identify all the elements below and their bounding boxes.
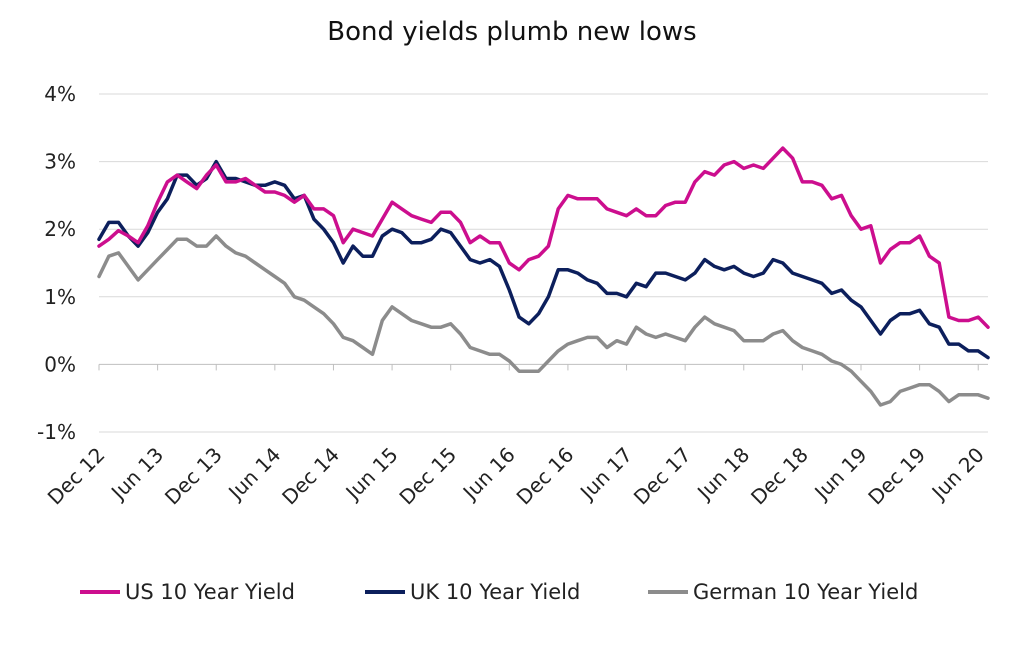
legend-item: UK 10 Year Yield	[365, 580, 580, 604]
series-line-german-10-year-yield	[97, 234, 990, 407]
x-tick-label: Dec 18	[746, 443, 813, 510]
legend-item: German 10 Year Yield	[648, 580, 918, 604]
legend-label: German 10 Year Yield	[693, 580, 918, 604]
y-tick-label: 4%	[44, 82, 76, 106]
y-tick-label: -1%	[37, 420, 76, 444]
x-tick-label: Dec 12	[43, 443, 110, 510]
x-tick-label: Dec 13	[160, 443, 227, 510]
x-tick-label: Jun 13	[105, 443, 168, 506]
y-axis-ticks: -1% 0% 1% 2% 3% 4%	[37, 82, 76, 444]
x-tick-label: Jun 16	[457, 443, 520, 506]
y-tick-label: 0%	[44, 352, 76, 376]
chart-title: Bond yields plumb new lows	[327, 17, 696, 47]
legend-item: US 10 Year Yield	[80, 580, 295, 604]
x-tick-label: Dec 16	[512, 443, 579, 510]
x-tick-label: Dec 17	[629, 443, 696, 510]
x-tick-label: Jun 20	[926, 443, 989, 506]
x-tick-label: Dec 14	[277, 443, 344, 510]
series-lines	[97, 146, 990, 407]
x-tick-label: Jun 14	[222, 443, 285, 506]
y-tick-label: 2%	[44, 217, 76, 241]
x-tick-label: Jun 15	[340, 443, 403, 506]
y-tick-label: 1%	[44, 285, 76, 309]
gridlines	[99, 93, 988, 433]
legend-label: UK 10 Year Yield	[410, 580, 580, 604]
x-tick-label: Jun 19	[809, 443, 872, 506]
legend: US 10 Year Yield UK 10 Year Yield German 1…	[80, 580, 918, 604]
legend-label: US 10 Year Yield	[125, 580, 295, 604]
x-tick-label: Dec 19	[863, 443, 930, 510]
series-line-us-10-year-yield	[97, 146, 990, 329]
x-tick-label: Jun 17	[574, 443, 637, 506]
series-line-uk-10-year-yield	[97, 159, 990, 360]
y-tick-label: 3%	[44, 150, 76, 174]
x-tick-label: Jun 18	[691, 443, 754, 506]
x-tick-label: Dec 15	[394, 443, 461, 510]
